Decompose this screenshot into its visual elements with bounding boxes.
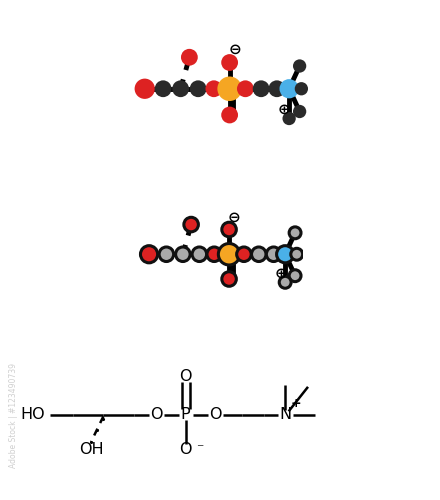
Circle shape [176, 247, 190, 262]
Circle shape [237, 80, 254, 97]
Text: +: + [290, 396, 301, 409]
Circle shape [181, 49, 198, 66]
Circle shape [252, 247, 266, 262]
Text: O: O [150, 407, 162, 422]
Circle shape [207, 247, 221, 262]
Text: O: O [180, 370, 192, 384]
Circle shape [295, 82, 308, 96]
Circle shape [282, 112, 296, 125]
Circle shape [217, 76, 242, 101]
Circle shape [140, 246, 158, 263]
Text: HO: HO [21, 407, 45, 422]
Circle shape [159, 247, 174, 262]
Text: ⊕: ⊕ [278, 102, 291, 116]
Text: OH: OH [79, 442, 103, 457]
Text: ⁻: ⁻ [197, 442, 204, 456]
Circle shape [184, 218, 198, 232]
Circle shape [279, 276, 291, 288]
Circle shape [289, 227, 301, 238]
Text: N: N [279, 407, 291, 422]
Circle shape [268, 80, 285, 97]
Circle shape [237, 247, 251, 262]
Circle shape [291, 248, 303, 260]
Circle shape [277, 246, 294, 263]
Circle shape [190, 80, 206, 97]
Circle shape [221, 54, 238, 71]
Circle shape [155, 80, 172, 97]
Circle shape [218, 244, 240, 265]
Circle shape [221, 106, 238, 124]
Text: O: O [209, 407, 221, 422]
Circle shape [289, 270, 301, 281]
Text: ⊖: ⊖ [228, 42, 241, 57]
Circle shape [266, 247, 281, 262]
Circle shape [279, 79, 299, 98]
Circle shape [205, 80, 222, 97]
Circle shape [222, 222, 236, 237]
Circle shape [293, 105, 306, 118]
Circle shape [172, 80, 189, 97]
Text: Adobe Stock | #123490739: Adobe Stock | #123490739 [9, 362, 18, 468]
Circle shape [222, 272, 236, 286]
Text: O: O [180, 442, 192, 457]
Circle shape [192, 247, 207, 262]
Text: ⊖: ⊖ [227, 210, 240, 224]
Circle shape [293, 60, 306, 72]
Text: P: P [181, 407, 191, 422]
Circle shape [253, 80, 270, 97]
Circle shape [135, 78, 155, 99]
Text: ⊕: ⊕ [275, 266, 287, 280]
